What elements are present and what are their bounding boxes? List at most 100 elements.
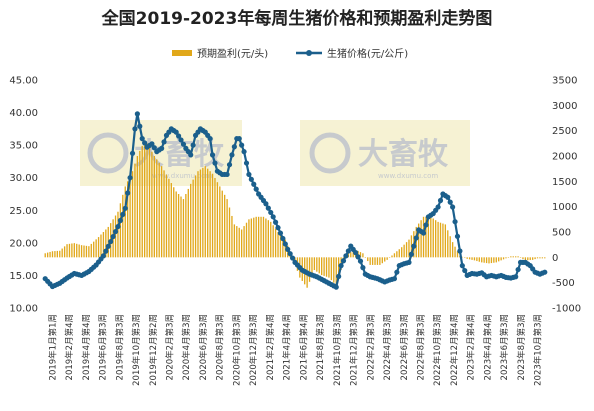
legend: 预期盈利(元/头) 生猪价格(元/公斤) bbox=[172, 47, 408, 60]
price-point bbox=[450, 204, 456, 210]
profit-bar bbox=[439, 222, 442, 258]
profit-bar bbox=[202, 167, 204, 258]
x-tick-label: 2023年6月第3周 bbox=[499, 314, 510, 380]
profit-bar bbox=[248, 219, 250, 258]
profit-bar bbox=[432, 218, 434, 258]
price-point bbox=[408, 251, 415, 257]
profit-bar bbox=[536, 257, 539, 259]
x-tick-label: 2023年8月第3周 bbox=[516, 314, 527, 380]
profit-bar bbox=[337, 257, 340, 278]
profit-bar bbox=[318, 257, 320, 274]
price-point bbox=[142, 140, 148, 146]
x-tick-label: 2019年1月第1周 bbox=[47, 314, 58, 380]
price-point bbox=[100, 253, 107, 259]
price-point bbox=[108, 238, 114, 245]
price-point bbox=[253, 186, 259, 192]
price-point bbox=[454, 233, 461, 239]
price-point bbox=[462, 267, 468, 274]
profit-bar bbox=[44, 253, 46, 258]
profit-bar bbox=[282, 237, 284, 258]
price-point bbox=[343, 253, 349, 259]
price-point bbox=[117, 217, 123, 224]
profit-bar bbox=[76, 243, 78, 258]
profit-bar bbox=[464, 257, 466, 258]
left-tick-label: 30.00 bbox=[9, 173, 38, 184]
profit-bar bbox=[163, 170, 165, 258]
profit-bar bbox=[267, 220, 269, 258]
x-tick-label: 2019年6月第3周 bbox=[98, 314, 109, 380]
price-point bbox=[355, 254, 361, 260]
price-point bbox=[239, 142, 245, 148]
profit-bar bbox=[49, 251, 51, 258]
price-point bbox=[209, 152, 216, 158]
price-point bbox=[420, 230, 427, 236]
profit-bar bbox=[367, 257, 369, 262]
profit-bar bbox=[146, 143, 148, 258]
profit-bar bbox=[141, 145, 143, 258]
price-point bbox=[137, 123, 143, 129]
profit-bar bbox=[173, 187, 175, 258]
profit-bar bbox=[272, 225, 274, 258]
x-tick-label: 2019年10月第3周 bbox=[131, 314, 142, 386]
profit-bar bbox=[408, 239, 410, 258]
profit-bar bbox=[481, 257, 483, 263]
x-tick-label: 2022年10月第3周 bbox=[432, 314, 443, 386]
price-point bbox=[336, 273, 342, 280]
legend-swatch-marker bbox=[306, 50, 312, 56]
right-tick-label: 0 bbox=[552, 253, 558, 264]
profit-bar bbox=[534, 257, 536, 260]
profit-bar bbox=[403, 244, 405, 258]
profit-bar bbox=[68, 243, 71, 258]
profit-bar bbox=[80, 245, 83, 258]
x-tick-label: 2021年10月第3周 bbox=[332, 314, 343, 386]
price-point bbox=[112, 228, 119, 235]
profit-bar bbox=[381, 257, 383, 264]
x-tick-label: 2023年2月第4周 bbox=[466, 314, 477, 380]
price-point bbox=[353, 250, 359, 256]
profit-bar bbox=[488, 257, 490, 264]
x-tick-label: 2019年2月第4周 bbox=[64, 314, 75, 380]
profit-bar bbox=[265, 218, 267, 258]
profit-bar bbox=[418, 223, 420, 258]
watermark-right-sub: www.dxumu.com bbox=[378, 172, 438, 180]
profit-bar bbox=[97, 237, 100, 258]
x-tick-label: 2021年2月第4周 bbox=[265, 314, 276, 380]
price-point bbox=[285, 246, 291, 252]
watermark-right: 大畜牧 www.dxumu.com bbox=[300, 120, 470, 186]
profit-bar bbox=[510, 256, 512, 258]
price-point bbox=[338, 263, 344, 269]
profit-bar bbox=[190, 183, 192, 258]
profit-bar bbox=[245, 222, 248, 258]
profit-bar bbox=[350, 252, 352, 258]
profit-bar bbox=[233, 224, 236, 258]
profit-bar bbox=[483, 257, 485, 263]
profit-bar bbox=[447, 230, 449, 258]
profit-bar bbox=[255, 216, 257, 258]
profit-bar bbox=[207, 168, 209, 258]
profit-bar bbox=[177, 194, 180, 258]
price-point bbox=[188, 152, 194, 158]
left-tick-label: 25.00 bbox=[9, 206, 38, 217]
right-tick-label: 3500 bbox=[552, 76, 577, 87]
x-tick-label: 2019年12月第2周 bbox=[148, 314, 159, 386]
x-tick-label: 2022年8月第3周 bbox=[416, 314, 427, 380]
profit-bar bbox=[100, 234, 102, 258]
profit-bar bbox=[253, 217, 255, 258]
profit-bar bbox=[328, 257, 330, 278]
right-tick-label: 500 bbox=[552, 228, 571, 239]
profit-bar bbox=[136, 156, 139, 258]
left-tick-label: 45.00 bbox=[9, 76, 38, 87]
profit-bar bbox=[444, 224, 447, 258]
x-tick-label: 2021年4月第4周 bbox=[282, 314, 293, 380]
right-tick-label: 3000 bbox=[552, 101, 577, 112]
price-point bbox=[246, 171, 252, 178]
price-point bbox=[457, 248, 463, 254]
profit-bar bbox=[54, 251, 56, 258]
price-point bbox=[287, 251, 293, 257]
profit-bar bbox=[46, 252, 49, 258]
profit-bar bbox=[527, 257, 529, 261]
price-point bbox=[241, 149, 247, 155]
price-point bbox=[275, 225, 281, 231]
x-tick-label: 2023年10月第3周 bbox=[533, 314, 544, 386]
